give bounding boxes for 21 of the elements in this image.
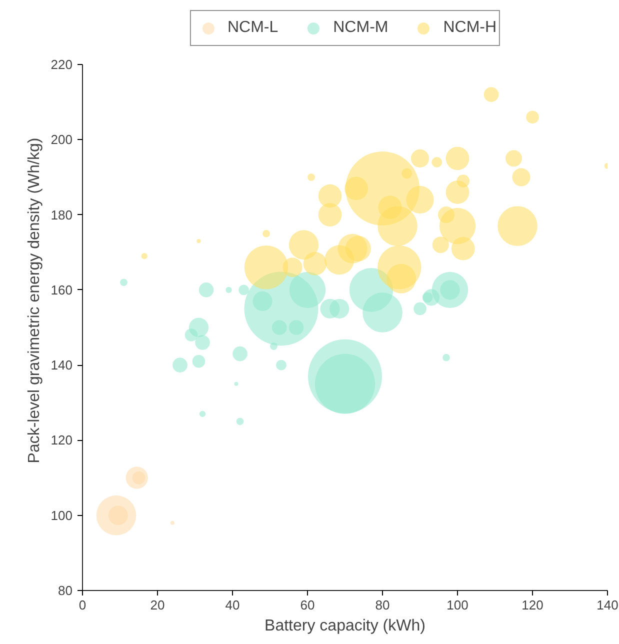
y-tick-label: 100 (50, 508, 73, 523)
x-tick-label: 40 (225, 598, 240, 612)
x-tick-label: 60 (300, 598, 315, 612)
legend-label: NCM-M (333, 19, 388, 37)
y-tick-label: 180 (50, 207, 73, 222)
x-tick-label: 100 (446, 598, 468, 612)
y-tick-label: 140 (50, 358, 73, 373)
legend-label: NCM-H (443, 19, 497, 37)
legend-label: NCM-L (227, 19, 278, 37)
y-tick-label: 200 (50, 132, 73, 148)
x-tick-label: 140 (596, 598, 618, 612)
x-tick-label: 120 (522, 598, 544, 612)
y-tick-label: 220 (50, 57, 73, 72)
x-axis-title: Battery capacity (kWh) (264, 618, 426, 634)
x-tick-label: 0 (78, 598, 86, 612)
y-tick-label: 80 (58, 583, 73, 598)
y-tick-label: 120 (50, 432, 73, 448)
x-tick-label: 80 (375, 598, 390, 612)
y-tick-label: 160 (50, 282, 73, 298)
y-axis-title: Pack-level gravimetric energy density (Wh/kg) (26, 138, 43, 464)
x-tick-label: 20 (150, 598, 165, 612)
